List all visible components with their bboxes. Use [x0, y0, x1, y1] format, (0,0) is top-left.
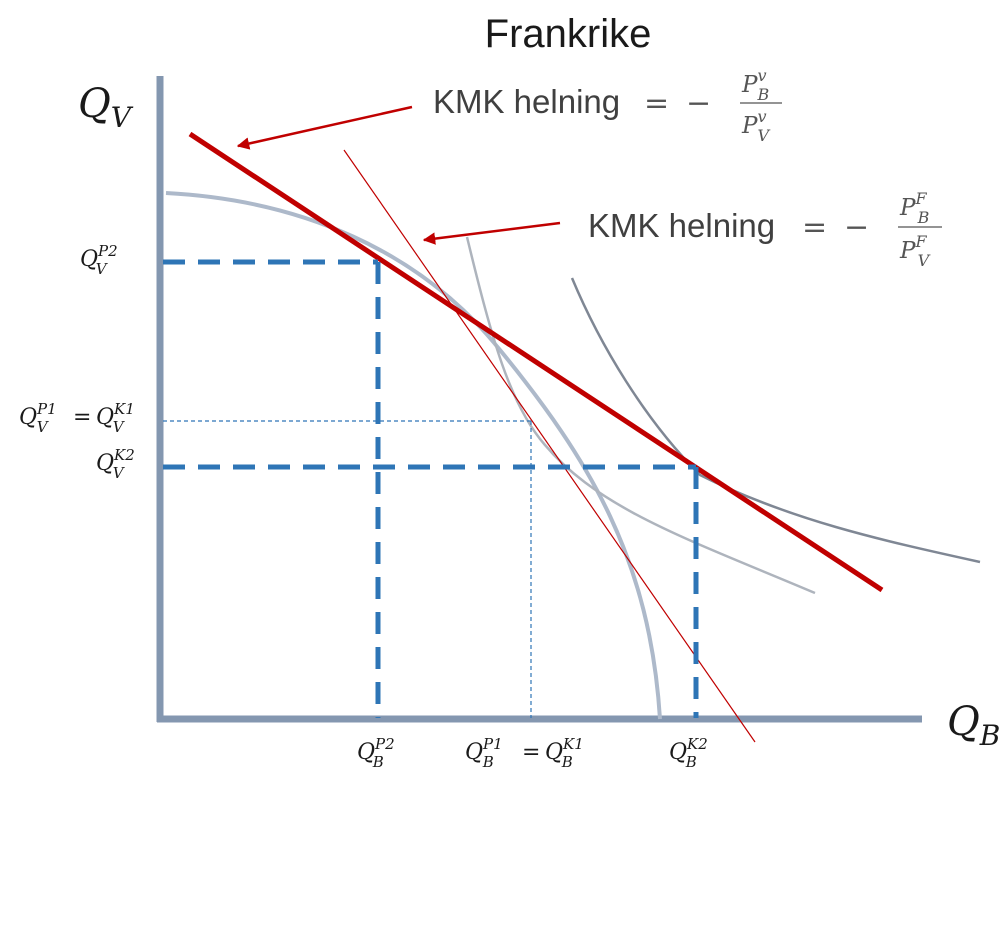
y-axis-label: QV	[78, 81, 134, 134]
y-tick-qv-k2: QK2 V	[96, 446, 135, 482]
svg-text:=: =	[522, 740, 540, 765]
svg-text:PvB: Pv B	[741, 66, 770, 104]
svg-text:=: =	[73, 405, 91, 430]
france-slope-label: KMK helning = − PF B PF V	[588, 189, 942, 270]
y-tick-qv-p1-k1: QP1 V = QK1 V	[19, 400, 135, 436]
x-tick-qb-p1-k1: QP1 B = QK1 B	[465, 735, 584, 771]
svg-text:−: −	[686, 86, 711, 121]
svg-text:=: =	[802, 210, 827, 245]
diagram-title: Frankrike	[485, 12, 652, 56]
indifference-curve-low	[465, 236, 816, 595]
svg-text:KMK helning: KMK helning	[588, 207, 775, 244]
arrow-world-slope	[236, 105, 413, 150]
x-axis-label: QB	[947, 699, 1000, 752]
svg-text:KMK helning: KMK helning	[433, 83, 620, 120]
arrow-autarky-slope	[422, 221, 561, 245]
autarky-price-line	[343, 149, 756, 743]
world-price-line	[188, 131, 884, 593]
svg-text:PvV: Pv V	[741, 107, 771, 145]
production-possibility-frontier	[165, 191, 662, 720]
world-slope-label: KMK helning = − Pv B Pv V	[433, 66, 782, 145]
svg-text:−: −	[844, 210, 869, 245]
x-tick-qb-p2: QP2 B	[357, 735, 395, 771]
indifference-curve-high	[570, 277, 981, 564]
svg-text:PFV: PF V	[899, 232, 931, 270]
y-tick-qv-p2: QP2 V	[80, 242, 118, 278]
svg-text:PFB: PF B	[899, 189, 930, 227]
x-tick-qb-k2: QK2 B	[669, 735, 708, 771]
svg-text:=: =	[644, 86, 669, 121]
